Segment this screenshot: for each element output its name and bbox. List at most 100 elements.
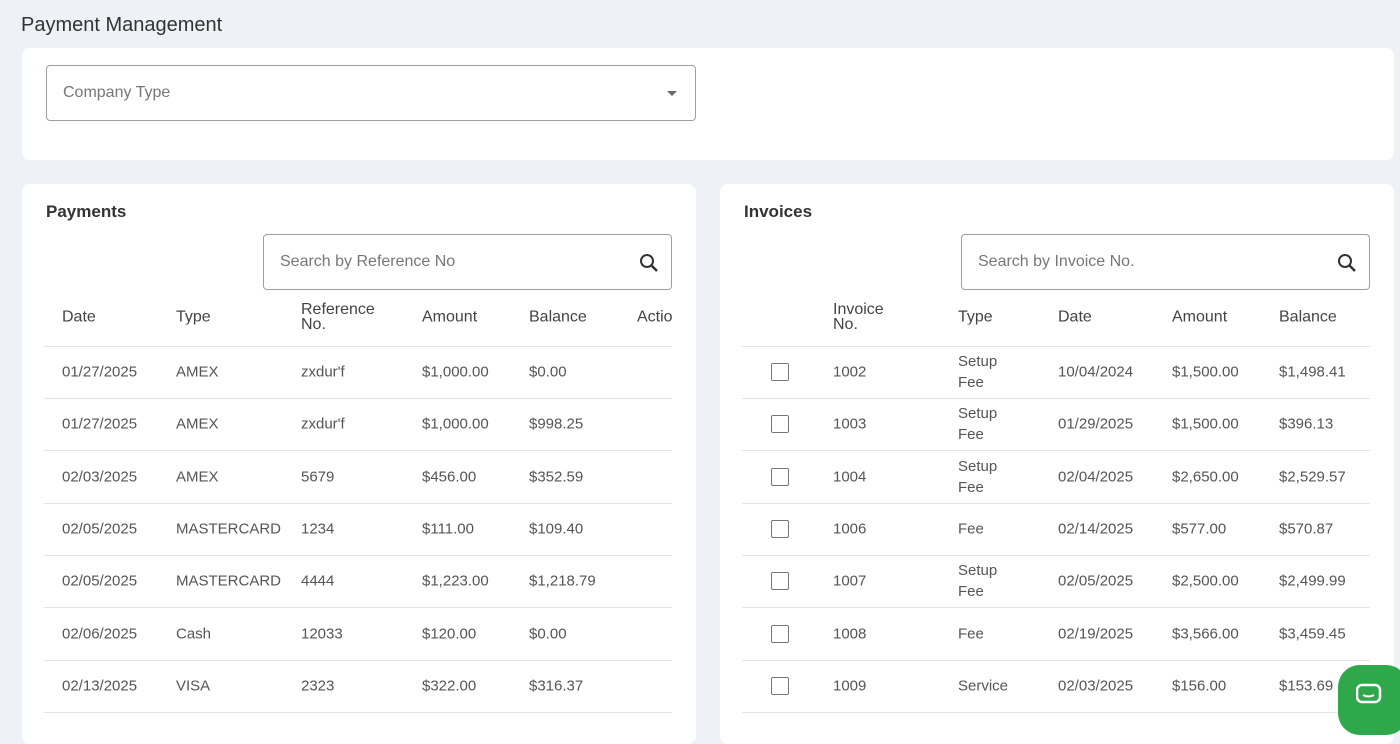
- search-icon: [640, 254, 658, 272]
- table-cell: $396.13: [1279, 415, 1334, 433]
- table-cell: $456.00: [422, 468, 477, 486]
- table-cell: 2323: [301, 677, 335, 695]
- table-cell: $577.00: [1172, 520, 1227, 538]
- row-divider: [44, 398, 672, 399]
- table-cell: 1004: [833, 468, 867, 486]
- company-type-select[interactable]: Company Type: [46, 65, 696, 121]
- table-cell: 02/04/2025: [1058, 468, 1134, 486]
- page: Payment Management Company Type Payments…: [21, 14, 1400, 744]
- table-cell: $120.00: [422, 625, 477, 642]
- table-cell: $3,566.00: [1172, 625, 1239, 642]
- table-cell: $1,000.00: [422, 415, 489, 433]
- table-cell: AMEX: [176, 363, 219, 381]
- table-cell: MASTERCARD: [176, 520, 282, 538]
- table-cell: 02/19/2025: [1058, 625, 1134, 642]
- table-cell: 02/03/2025: [62, 468, 138, 486]
- card-title: Payments: [46, 202, 127, 221]
- table-cell: $0.00: [529, 625, 567, 642]
- search-icon: [1338, 254, 1356, 272]
- table-cell: $1,500.00: [1172, 363, 1239, 381]
- row-divider: [44, 502, 672, 504]
- checkbox[interactable]: [771, 519, 789, 538]
- table-cell: 02/13/2025: [62, 677, 138, 695]
- table-cell: Service: [958, 677, 1009, 695]
- column-header: Amount: [1172, 309, 1228, 325]
- column-header: Date: [62, 309, 96, 325]
- table-cell: $2,529.57: [1279, 468, 1346, 486]
- row-divider: [44, 711, 672, 713]
- column-header: Amount: [422, 309, 478, 325]
- column-header: Balance: [1279, 309, 1337, 325]
- table-cell: 1009: [833, 677, 867, 695]
- table-cell: 02/05/2025: [1058, 572, 1134, 590]
- checkbox[interactable]: [771, 415, 789, 434]
- row-divider: [44, 346, 672, 347]
- table-cell: $2,499.99: [1279, 572, 1346, 590]
- table-cell: $156.00: [1172, 677, 1227, 695]
- search-input[interactable]: Search by Invoice No.: [961, 234, 1370, 290]
- column-header: Balance: [529, 309, 587, 325]
- table-cell: $1,498.41: [1279, 363, 1346, 381]
- checkbox[interactable]: [771, 572, 789, 591]
- table-cell: Setup Fee: [958, 405, 998, 444]
- table-cell: $1,223.00: [422, 572, 489, 590]
- table-cell: $322.00: [422, 677, 477, 695]
- payments-card: Payments Search by Reference No Date Type…: [22, 184, 696, 744]
- table-cell: 02/06/2025: [62, 625, 138, 642]
- invoices-card: Invoices Search by Invoice No. Invoice N…: [720, 184, 1394, 744]
- row-divider: [742, 711, 1370, 713]
- checkbox[interactable]: [771, 363, 789, 381]
- table-cell: zxdur'f: [301, 363, 345, 381]
- table-cell: 1008: [833, 625, 867, 642]
- table-cell: VISA: [176, 677, 211, 695]
- row-divider: [742, 346, 1370, 347]
- table-cell: Setup Fee: [958, 562, 998, 601]
- row-divider: [44, 659, 672, 661]
- chat-button[interactable]: [1338, 665, 1400, 735]
- dropdown-caret: [667, 91, 677, 96]
- table-cell: zxdur'f: [301, 415, 345, 433]
- table-cell: $2,500.00: [1172, 572, 1239, 590]
- table-cell: Fee: [958, 625, 984, 642]
- table-cell: $1,500.00: [1172, 415, 1239, 433]
- table-cell: 01/27/2025: [62, 363, 138, 381]
- table-cell: $153.69: [1279, 677, 1334, 695]
- column-header: Reference No.: [301, 302, 375, 332]
- column-header: Type: [958, 309, 993, 325]
- table-cell: $316.37: [529, 677, 584, 695]
- table-cell: $0.00: [529, 363, 567, 381]
- table-cell: 01/27/2025: [62, 415, 138, 433]
- row-divider: [44, 554, 672, 556]
- table-cell: 1006: [833, 520, 867, 538]
- table-cell: $998.25: [529, 415, 584, 433]
- search-input[interactable]: Search by Reference No: [263, 234, 672, 290]
- checkbox[interactable]: [771, 624, 789, 643]
- table-cell: AMEX: [176, 468, 219, 486]
- column-header: Invoice No.: [833, 302, 884, 332]
- table-cell: MASTERCARD: [176, 572, 282, 590]
- table-cell: $109.40: [529, 520, 584, 538]
- table-cell: 1003: [833, 415, 867, 433]
- table-cell: Cash: [176, 625, 212, 642]
- table-cell: 01/29/2025: [1058, 415, 1134, 433]
- checkbox[interactable]: [771, 676, 789, 695]
- table-cell: 02/14/2025: [1058, 520, 1134, 538]
- table-cell: $1,000.00: [422, 363, 489, 381]
- table-cell: 4444: [301, 572, 335, 590]
- row-divider: [742, 502, 1370, 504]
- page-title: Payment Management: [21, 14, 223, 36]
- row-divider: [742, 659, 1370, 661]
- table-cell: 5679: [301, 468, 335, 486]
- row-divider: [44, 607, 672, 609]
- table-cell: Fee: [958, 520, 984, 538]
- table-cell: 02/05/2025: [62, 520, 138, 538]
- card-title: Invoices: [744, 202, 813, 221]
- search-placeholder: Search by Invoice No.: [978, 253, 1135, 270]
- row-divider: [742, 554, 1370, 556]
- table-cell: 1234: [301, 520, 335, 538]
- table-cell: 02/05/2025: [62, 572, 138, 590]
- table-cell: $1,218.79: [529, 572, 596, 590]
- checkbox[interactable]: [771, 467, 789, 486]
- chat-icon: [1356, 683, 1382, 704]
- table-cell: $352.59: [529, 468, 584, 486]
